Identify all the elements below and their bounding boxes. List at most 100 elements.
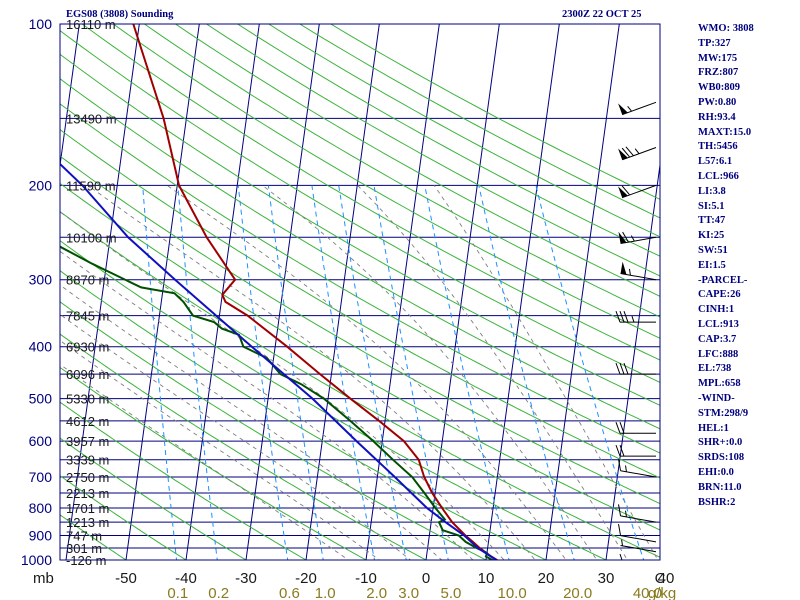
- index-line: EHI:0.0: [698, 466, 734, 478]
- dry-adiabat: [174, 24, 660, 297]
- index-line: LFC:888: [698, 348, 739, 360]
- dry-adiabat: [60, 103, 660, 454]
- mixing-ratio-line: [535, 185, 645, 560]
- wind-barb: [615, 444, 656, 457]
- isotherm-line: [425, 24, 500, 560]
- wind-barb: [618, 504, 657, 523]
- height-label: 6930 m: [66, 340, 109, 355]
- wind-barb-staff: [622, 101, 657, 116]
- height-label: 11590 m: [66, 178, 116, 193]
- mixing-ratio-line: [311, 185, 376, 560]
- index-line: TT:47: [698, 215, 726, 227]
- wind-barb-half: [625, 510, 627, 518]
- height-label: 4612 m: [66, 414, 109, 429]
- index-line: CINH:1: [698, 304, 735, 316]
- temp-tick-label: 40: [658, 570, 675, 587]
- dry-adiabat: [60, 301, 488, 560]
- wind-barb: [618, 231, 657, 245]
- dry-adiabat: [60, 53, 660, 406]
- index-line: WB0:809: [698, 82, 740, 94]
- wind-barb-staff: [620, 544, 657, 553]
- wind-barb-half: [621, 539, 624, 546]
- wind-barbs: [615, 101, 657, 561]
- index-line: LCL:966: [698, 170, 739, 182]
- index-line: MPL:658: [698, 378, 741, 390]
- wind-barb-full: [619, 311, 625, 323]
- station-title: EGS08 (3808) Sounding: [66, 9, 174, 20]
- wind-barb-half: [625, 465, 627, 472]
- wind-barb-full: [625, 146, 634, 157]
- moist-adiabat: [60, 363, 350, 560]
- dry-adiabat: [60, 182, 660, 531]
- moist-adiabat: [60, 284, 443, 560]
- mixing-ratio-label: 0.2: [208, 585, 229, 600]
- temp-tick-label: 10: [478, 570, 495, 587]
- height-label: 5330 m: [66, 392, 109, 407]
- index-line: SI:5.1: [698, 200, 725, 212]
- mixing-ratio-line: [142, 185, 178, 560]
- index-line: CAP:3.7: [698, 333, 737, 345]
- temp-tick-label: -20: [295, 570, 317, 587]
- wind-barb-full: [623, 362, 629, 375]
- temp-tick-label: 20: [538, 570, 555, 587]
- wind-barb-half: [631, 316, 635, 323]
- index-line: LCL:913: [698, 318, 739, 330]
- dry-adiabat: [60, 401, 307, 560]
- mixing-ratio-label: 1.0: [315, 585, 336, 600]
- wind-barb: [618, 101, 657, 116]
- dry-adiabat: [60, 240, 608, 560]
- index-line: CAPE:26: [698, 289, 741, 301]
- wind-barb-staff: [620, 236, 657, 245]
- wind-barb-flag: [618, 148, 628, 160]
- mixing-ratio-line: [478, 185, 575, 560]
- wind-barb-full: [622, 231, 629, 243]
- dry-adiabat: [60, 514, 127, 560]
- wind-barb: [618, 146, 657, 161]
- mixing-ratio-label: 20.0: [563, 585, 592, 600]
- wind-barb-full: [615, 422, 621, 434]
- height-label: 8870 m: [66, 273, 109, 288]
- index-line: BRN:11.0: [698, 481, 742, 493]
- isotherm-line: [485, 24, 560, 560]
- wind-barb: [615, 422, 656, 434]
- isotherm-line: [60, 24, 80, 169]
- wind-barb: [618, 459, 657, 478]
- index-line: MW:175: [698, 52, 738, 64]
- index-line: -PARCEL-: [698, 274, 748, 286]
- wind-barb-staff: [620, 272, 657, 281]
- index-line: RH:93.4: [698, 111, 736, 123]
- dry-adiabat: [60, 78, 660, 430]
- wind-barb-full: [623, 311, 629, 323]
- moist-adiabat: [262, 185, 598, 560]
- temp-tick-label: 0: [422, 570, 430, 587]
- height-label: 301 m: [66, 541, 102, 556]
- dry-adiabat: [60, 30, 660, 383]
- mixing-ratio-label: 3.0: [398, 585, 419, 600]
- index-line: LI:3.8: [698, 185, 726, 197]
- moist-adiabat: [60, 211, 505, 560]
- wind-barb: [620, 261, 657, 281]
- index-line: MAXT:15.0: [698, 126, 752, 138]
- wind-barb-half: [634, 148, 640, 154]
- index-line: TH:5456: [698, 141, 738, 153]
- pressure-tick-label: 900: [29, 527, 53, 543]
- mixing-ratio-label: 0.6: [279, 585, 300, 600]
- moist-adiabat: [60, 339, 381, 560]
- moist-adiabat: [60, 250, 474, 560]
- wind-barb-half: [628, 268, 631, 276]
- moist-adiabat: [433, 185, 659, 560]
- dry-adiabat: [236, 24, 660, 257]
- temp-tick-label: -30: [235, 570, 257, 587]
- valid-time: 2300Z 22 OCT 25: [562, 9, 642, 20]
- parcel-line: [60, 162, 497, 560]
- wind-barb-staff: [620, 470, 657, 478]
- mixing-ratio-unit: g/kg: [648, 585, 676, 600]
- wind-barb-full: [619, 362, 625, 375]
- pressure-tick-label: 1000: [21, 552, 52, 568]
- index-line: EI:1.5: [698, 259, 726, 271]
- moist-adiabat: [166, 185, 567, 560]
- pressure-tick-label: 300: [29, 272, 53, 288]
- height-label: 6096 m: [66, 367, 109, 382]
- diagram-grid: [60, 24, 660, 560]
